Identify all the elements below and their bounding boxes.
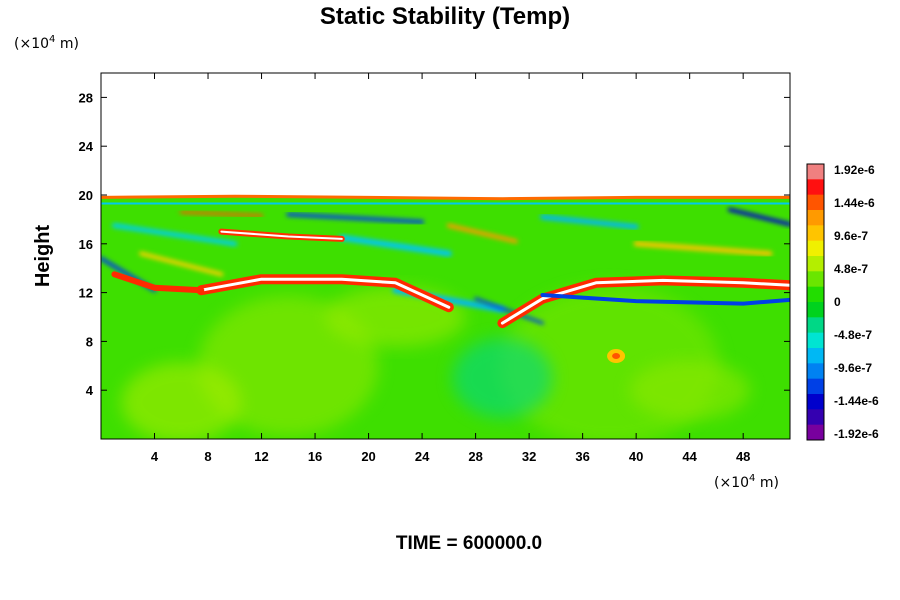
field-streak: [139, 251, 224, 277]
x-tick-label: 36: [575, 449, 589, 464]
colorbar-label: 9.6e-7: [834, 229, 868, 243]
colorbar-label: -4.8e-7: [834, 328, 872, 342]
field-streak: [539, 214, 639, 230]
colorbar-swatch: [807, 378, 824, 395]
field-streak: [286, 212, 425, 224]
stable-layer-core: [199, 277, 451, 309]
colorbar-swatch: [807, 317, 824, 334]
y-tick-label: 8: [86, 334, 93, 349]
stable-layer-core: [500, 278, 790, 325]
colorbar-swatch: [807, 194, 824, 211]
field-streak: [474, 297, 544, 325]
colorbar-swatch: [807, 286, 824, 303]
x-axis-ticks: 4 8 12 16 20 24 28 32 36 40 44 48: [151, 73, 750, 464]
stable-layer-red: [111, 271, 205, 294]
colorbar-label: 0: [834, 295, 841, 309]
colorbar: 1.92e-6 1.44e-6 9.6e-7 4.8e-7 0 -4.8e-7 -9.6e-…: [806, 163, 879, 441]
x-tick-label: 28: [468, 449, 482, 464]
upper-layer-core: [220, 230, 343, 240]
y-tick-label: 24: [79, 139, 94, 154]
x-tick-label: 32: [522, 449, 536, 464]
colorbar-swatch: [807, 394, 824, 410]
stability-field: [101, 194, 790, 439]
top-boundary: [101, 194, 790, 201]
y-axis-unit: (×104 m): [14, 34, 79, 52]
x-axis-unit: (×104 m): [714, 473, 779, 491]
colorbar-frame: [806, 163, 825, 441]
colorbar-label: -9.6e-7: [834, 361, 872, 375]
y-tick-label: 20: [79, 188, 93, 203]
field-streak: [633, 241, 773, 257]
colorbar-label: 1.92e-6: [834, 163, 875, 177]
colorbar-label: -1.92e-6: [834, 427, 879, 441]
y-axis-ticks: 4 8 12 16 20 24 28: [79, 90, 790, 398]
y-tick-label: 12: [79, 286, 93, 301]
colorbar-swatch: [807, 302, 824, 318]
x-tick-label: 40: [629, 449, 643, 464]
colorbar-swatch: [807, 256, 824, 272]
x-tick-label: 24: [415, 449, 430, 464]
x-tick-label: 44: [682, 449, 697, 464]
colorbar-swatch: [807, 332, 824, 349]
field-patch: [121, 362, 242, 439]
colorbar-label: -1.44e-6: [834, 394, 879, 408]
x-tick-label: 4: [151, 449, 159, 464]
lower-layer-blue: [540, 293, 790, 306]
colorbar-swatch: [807, 409, 824, 426]
colorbar-swatch: [807, 363, 824, 380]
x-tick-label: 20: [361, 449, 375, 464]
colorbar-label: 1.44e-6: [834, 196, 875, 210]
colorbar-swatch: [807, 240, 824, 257]
field-streak: [111, 223, 238, 247]
time-label: TIME = 600000.0: [396, 533, 542, 554]
x-tick-label: 12: [254, 449, 268, 464]
positive-feature-core: [612, 353, 621, 360]
chart-title: Static Stability (Temp): [320, 3, 570, 30]
plot-frame: [100, 72, 791, 440]
field-streak: [446, 223, 518, 244]
colorbar-swatch: [807, 271, 824, 288]
field-patch: [452, 338, 553, 418]
colorbar-swatch: [807, 348, 824, 364]
colorbar-swatch: [807, 225, 824, 242]
y-axis-label: Height: [32, 225, 54, 288]
x-tick-label: 16: [308, 449, 322, 464]
x-tick-label: 48: [736, 449, 750, 464]
field-streak: [338, 234, 452, 257]
colorbar-swatch: [807, 164, 824, 180]
y-tick-label: 28: [79, 90, 93, 105]
y-tick-label: 4: [86, 383, 94, 398]
colorbar-swatch: [807, 424, 824, 441]
colorbar-swatch: [807, 210, 824, 226]
field-streak: [727, 207, 790, 227]
colorbar-label: 4.8e-7: [834, 262, 868, 276]
field-patch: [325, 287, 466, 347]
y-tick-label: 16: [79, 237, 93, 252]
colorbar-swatch: [807, 179, 824, 196]
field-patch: [629, 360, 750, 421]
x-tick-label: 8: [204, 449, 211, 464]
field-streak: [179, 210, 264, 218]
